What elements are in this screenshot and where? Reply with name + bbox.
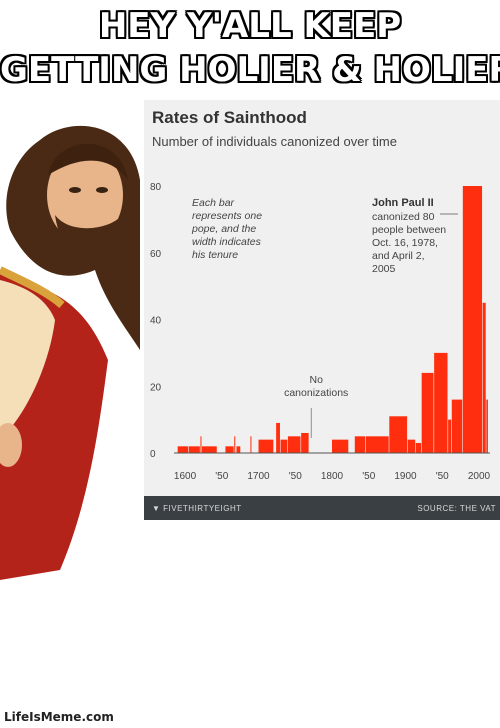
chart-bar [482,302,486,453]
y-tick-label: 0 [150,449,156,460]
chart-bar [421,372,434,453]
meme-caption: HEY Y'ALL KEEP GETTING HOLIER & HOLIER [0,4,500,92]
y-tick-label: 20 [150,382,162,393]
annotation-jp2-text: people between [372,224,446,236]
chart-bar [354,436,366,453]
annotation-bar-note: width indicates [192,236,262,248]
chart-bar [301,432,309,453]
annotation-no-canonizations: No [309,374,323,386]
chart-bar [365,436,389,453]
chart-bar [448,419,452,453]
y-tick-label: 80 [150,182,162,193]
chart-bar [486,399,488,453]
chart-panel: 0 20 40 60 80 1600 '50 1700 '50 1800 '50 1900 '50 200… [144,100,500,520]
chart-subtitle: Number of individuals canonized over tim… [152,134,397,149]
x-tick-label: '50 [289,471,302,482]
chart-bar [276,422,280,453]
x-tick-label: 1800 [321,471,344,482]
annotation-jp2-text: and April 2, [372,250,425,262]
annotation-jp2-text: 2005 [372,263,396,275]
chart-bar [451,399,463,453]
x-tick-label: '50 [362,471,375,482]
x-tick-label: 2000 [468,471,491,482]
chart-plot: 0 20 40 60 80 1600 '50 1700 '50 1800 '50 1900 '50 200… [150,182,491,482]
annotation-bar-note: his tenure [192,249,238,261]
chart-bar [200,436,202,453]
chart-footer: ▼ FIVETHIRTYEIGHT SOURCE: THE VAT [144,496,500,520]
chart-bar [287,436,301,453]
annotation-bar-note: represents one [192,210,262,222]
y-tick-label: 40 [150,316,162,327]
footer-brand-text: FIVETHIRTYEIGHT [163,504,242,513]
annotation-bar-note: pope, and the [191,223,256,235]
y-tick-label: 60 [150,249,162,260]
chart-bar [258,439,274,453]
x-tick-label: '50 [436,471,449,482]
annotation-bar-note: Each bar [192,197,235,209]
chart-bar [201,446,217,453]
chart-bar [250,436,252,453]
annotation-jp2-text: Oct. 16, 1978, [372,237,438,249]
x-tick-label: 1700 [247,471,270,482]
chart-bar [407,439,416,453]
chart-bar [188,446,200,453]
chart-bar [177,446,189,453]
caption-line-2: GETTING HOLIER & HOLIER [0,50,500,90]
footer-brand: ▼ FIVETHIRTYEIGHT [152,504,242,513]
chart-bar [236,446,241,453]
chart-bar [462,186,483,453]
chart-bar [234,436,236,453]
x-tick-label: 1900 [394,471,417,482]
chart-bar [389,416,408,453]
chart-title: Rates of Sainthood [152,108,307,127]
chart-bar [332,439,349,453]
annotation-jp2-title: John Paul II [372,197,434,209]
chart-bar [434,352,448,453]
annotation-no-canonizations: canonizations [284,387,348,399]
caption-line-1: HEY Y'ALL KEEP [98,6,402,46]
x-tick-label: '50 [215,471,228,482]
jesus-image [0,125,140,580]
annotation-jp2-text: canonized 80 [372,211,435,223]
x-tick-label: 1600 [174,471,197,482]
chart-bar [280,439,288,453]
watermark: LifeIsMeme.com [4,710,114,724]
chart-bar [415,442,422,453]
fox-logo-icon: ▼ [152,504,164,513]
footer-source: SOURCE: THE VAT [417,504,496,513]
chart-bar [225,446,234,453]
